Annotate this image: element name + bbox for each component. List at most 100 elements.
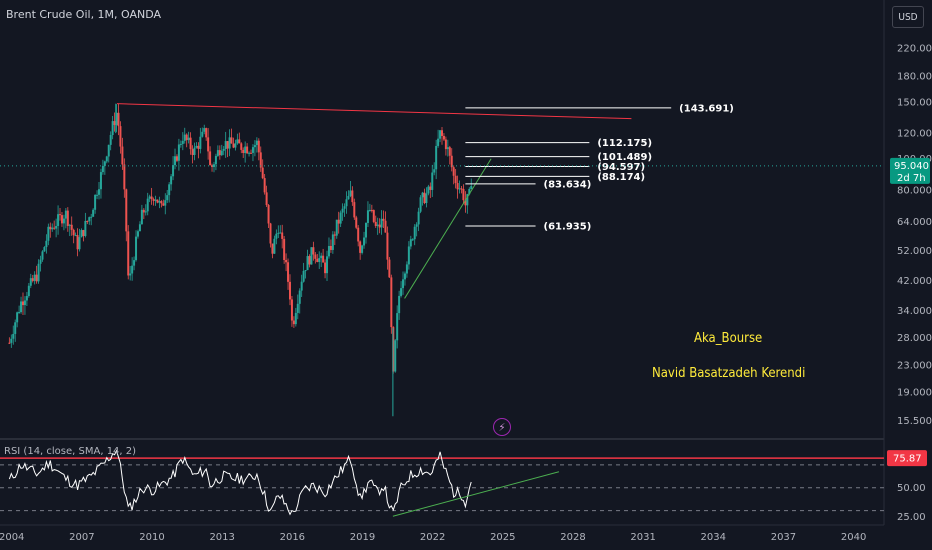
- candle-body: [60, 215, 63, 224]
- candle-body: [439, 130, 442, 139]
- candle-body: [398, 295, 401, 314]
- candle-body: [306, 256, 309, 271]
- candle-body: [353, 202, 356, 218]
- watermark-line-2: Navid Basatzadeh Kerendi: [652, 366, 806, 381]
- rsi-tick-label: 50.00: [897, 483, 926, 494]
- candle-body: [37, 263, 40, 282]
- candle-body: [372, 210, 375, 222]
- candle-body: [158, 201, 161, 203]
- candle-body: [333, 234, 336, 236]
- candle-body: [27, 285, 30, 297]
- candle-body: [88, 217, 91, 222]
- candle-body: [156, 199, 159, 203]
- candle-body: [468, 188, 471, 195]
- candle-body: [240, 143, 243, 150]
- candle-body: [368, 209, 371, 211]
- candle-body: [413, 226, 416, 240]
- price-tick-label: 150.000: [897, 97, 932, 108]
- candle-body: [290, 299, 293, 321]
- candle-body: [273, 238, 276, 254]
- candle-body: [148, 196, 151, 199]
- candle-body: [417, 211, 420, 225]
- symbol-title: Brent Crude Oil, 1M, OANDA: [6, 8, 162, 21]
- candle-body: [448, 147, 451, 156]
- candle-body: [470, 186, 473, 189]
- candle-body: [378, 224, 381, 228]
- candle-body: [431, 172, 434, 190]
- candle-body: [14, 322, 17, 334]
- candle-body: [86, 220, 89, 222]
- last-price-badge: [890, 157, 930, 184]
- candle-body: [386, 232, 389, 260]
- candle-body: [326, 256, 329, 274]
- time-tick-label: 2004: [0, 532, 24, 543]
- candle-body: [421, 192, 424, 198]
- candle-body: [8, 342, 11, 344]
- candle-body: [12, 333, 15, 339]
- candle-body: [66, 210, 69, 226]
- candle-body: [261, 167, 264, 179]
- candle-body: [376, 224, 379, 227]
- candle-body: [407, 246, 410, 265]
- currency-button[interactable]: USD: [892, 6, 924, 28]
- candle-body: [411, 239, 414, 241]
- candle-body: [199, 136, 202, 149]
- level-label: (94.597): [597, 162, 645, 173]
- candle-body: [253, 145, 256, 148]
- candle-body: [460, 188, 463, 190]
- candle-body: [119, 126, 122, 147]
- lightning-icon[interactable]: ⚡: [493, 418, 511, 436]
- rsi-line: [8, 449, 472, 516]
- last-price-label: 95.040: [894, 161, 929, 172]
- candle-body: [103, 161, 106, 166]
- candle-body: [335, 219, 338, 236]
- candle-body: [78, 237, 81, 250]
- candle-body: [466, 194, 469, 206]
- candle-body: [320, 255, 323, 259]
- candle-body: [154, 199, 157, 201]
- candle-body: [269, 223, 272, 244]
- candle-body: [96, 194, 99, 196]
- candle-body: [454, 175, 457, 184]
- candle-body: [218, 150, 221, 156]
- candle-body: [232, 143, 235, 148]
- candle-body: [265, 192, 268, 205]
- candle-body: [257, 140, 260, 153]
- candle-body: [242, 149, 245, 154]
- candle-body: [41, 251, 44, 260]
- candle-body: [349, 190, 352, 196]
- candle-body: [279, 232, 282, 234]
- candle-body: [341, 208, 344, 213]
- candle-body: [181, 140, 184, 144]
- candle-body: [427, 186, 430, 194]
- candle-body: [99, 172, 102, 190]
- candle-body: [150, 196, 153, 200]
- candle-body: [10, 338, 13, 343]
- candle-body: [331, 234, 334, 250]
- candle-body: [107, 144, 110, 157]
- time-tick-label: 2019: [350, 532, 375, 543]
- candle-body: [142, 209, 145, 213]
- candle-body: [168, 184, 171, 196]
- candle-body: [70, 224, 73, 230]
- candle-body: [101, 165, 104, 173]
- candle-body: [35, 274, 38, 282]
- candle-body: [452, 167, 455, 176]
- candle-body: [456, 183, 459, 190]
- candle-body: [220, 150, 223, 156]
- candle-body: [94, 194, 97, 210]
- candle-body: [271, 243, 274, 254]
- candle-body: [318, 258, 321, 262]
- candle-body: [433, 169, 436, 173]
- candle-body: [117, 112, 120, 127]
- candle-body: [287, 262, 290, 282]
- candle-body: [248, 152, 251, 154]
- rsi-indicator-label[interactable]: RSI (14, close, SMA, 14, 2): [4, 446, 137, 457]
- candle-body: [388, 259, 391, 278]
- candle-body: [244, 146, 247, 154]
- candle-body: [435, 145, 438, 170]
- candle-body: [76, 235, 79, 250]
- candle-body: [296, 303, 299, 313]
- candle-body: [259, 152, 262, 168]
